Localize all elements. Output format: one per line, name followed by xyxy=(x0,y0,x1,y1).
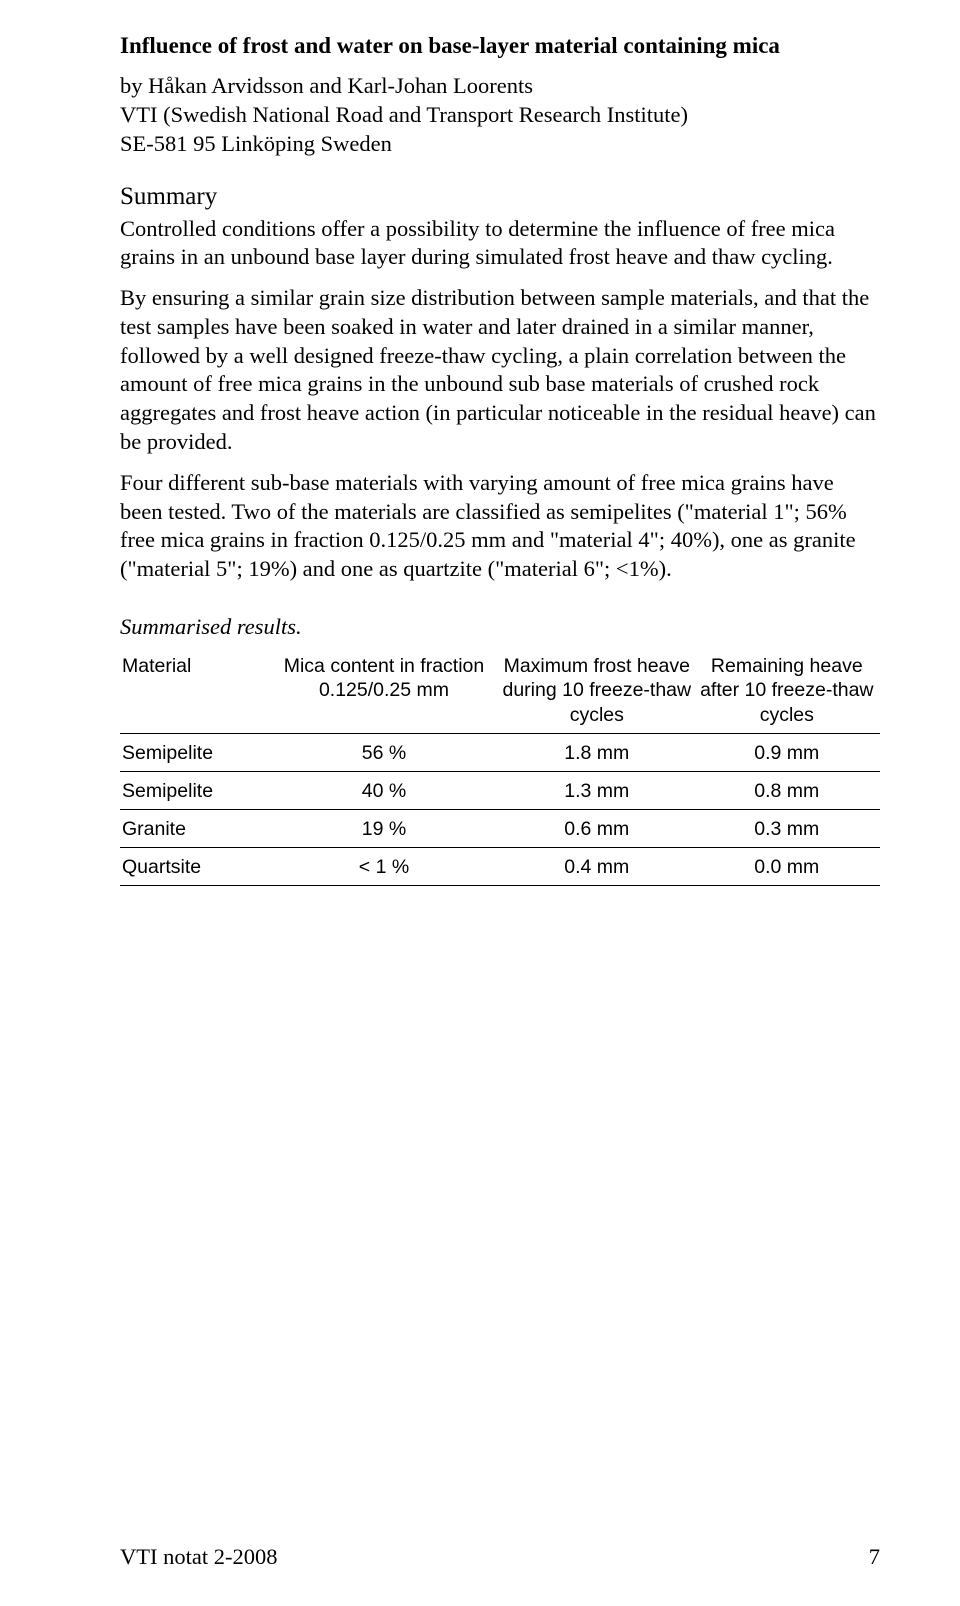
cell-material: Granite xyxy=(120,810,272,848)
document-title: Influence of frost and water on base-lay… xyxy=(120,32,880,61)
footer-page-number: 7 xyxy=(869,1544,880,1570)
cell-max-heave: 0.4 mm xyxy=(500,848,698,886)
page: Influence of frost and water on base-lay… xyxy=(0,0,960,1606)
cell-max-heave: 1.3 mm xyxy=(500,772,698,810)
th-max-heave: Maximum frost heave during 10 freeze-tha… xyxy=(500,646,698,734)
summary-paragraph-2: By ensuring a similar grain size distrib… xyxy=(120,284,880,457)
cell-max-heave: 1.8 mm xyxy=(500,734,698,772)
cell-remaining-heave: 0.9 mm xyxy=(698,734,880,772)
table-row: Quartsite < 1 % 0.4 mm 0.0 mm xyxy=(120,848,880,886)
byline: by Håkan Arvidsson and Karl-Johan Looren… xyxy=(120,71,880,159)
results-heading: Summarised results. xyxy=(120,614,880,640)
summary-paragraph-3: Four different sub-base materials with v… xyxy=(120,469,880,584)
page-footer: VTI notat 2-2008 7 xyxy=(120,1544,880,1570)
cell-mica: 56 % xyxy=(272,734,500,772)
cell-mica: 40 % xyxy=(272,772,500,810)
table-header-row: Material Mica content in fraction 0.125/… xyxy=(120,646,880,734)
cell-mica: < 1 % xyxy=(272,848,500,886)
th-material: Material xyxy=(120,646,272,734)
cell-max-heave: 0.6 mm xyxy=(500,810,698,848)
th-mica-content: Mica content in fraction 0.125/0.25 mm xyxy=(272,646,500,734)
cell-material: Semipelite xyxy=(120,772,272,810)
cell-remaining-heave: 0.3 mm xyxy=(698,810,880,848)
cell-remaining-heave: 0.8 mm xyxy=(698,772,880,810)
cell-material: Quartsite xyxy=(120,848,272,886)
cell-remaining-heave: 0.0 mm xyxy=(698,848,880,886)
table-row: Semipelite 40 % 1.3 mm 0.8 mm xyxy=(120,772,880,810)
table-row: Semipelite 56 % 1.8 mm 0.9 mm xyxy=(120,734,880,772)
cell-mica: 19 % xyxy=(272,810,500,848)
results-table: Material Mica content in fraction 0.125/… xyxy=(120,646,880,886)
th-remaining-heave: Remaining heave after 10 freeze-thaw cyc… xyxy=(698,646,880,734)
summary-heading: Summary xyxy=(120,183,880,211)
table-row: Granite 19 % 0.6 mm 0.3 mm xyxy=(120,810,880,848)
summary-paragraph-1: Controlled conditions offer a possibilit… xyxy=(120,215,880,273)
footer-left: VTI notat 2-2008 xyxy=(120,1544,277,1570)
cell-material: Semipelite xyxy=(120,734,272,772)
